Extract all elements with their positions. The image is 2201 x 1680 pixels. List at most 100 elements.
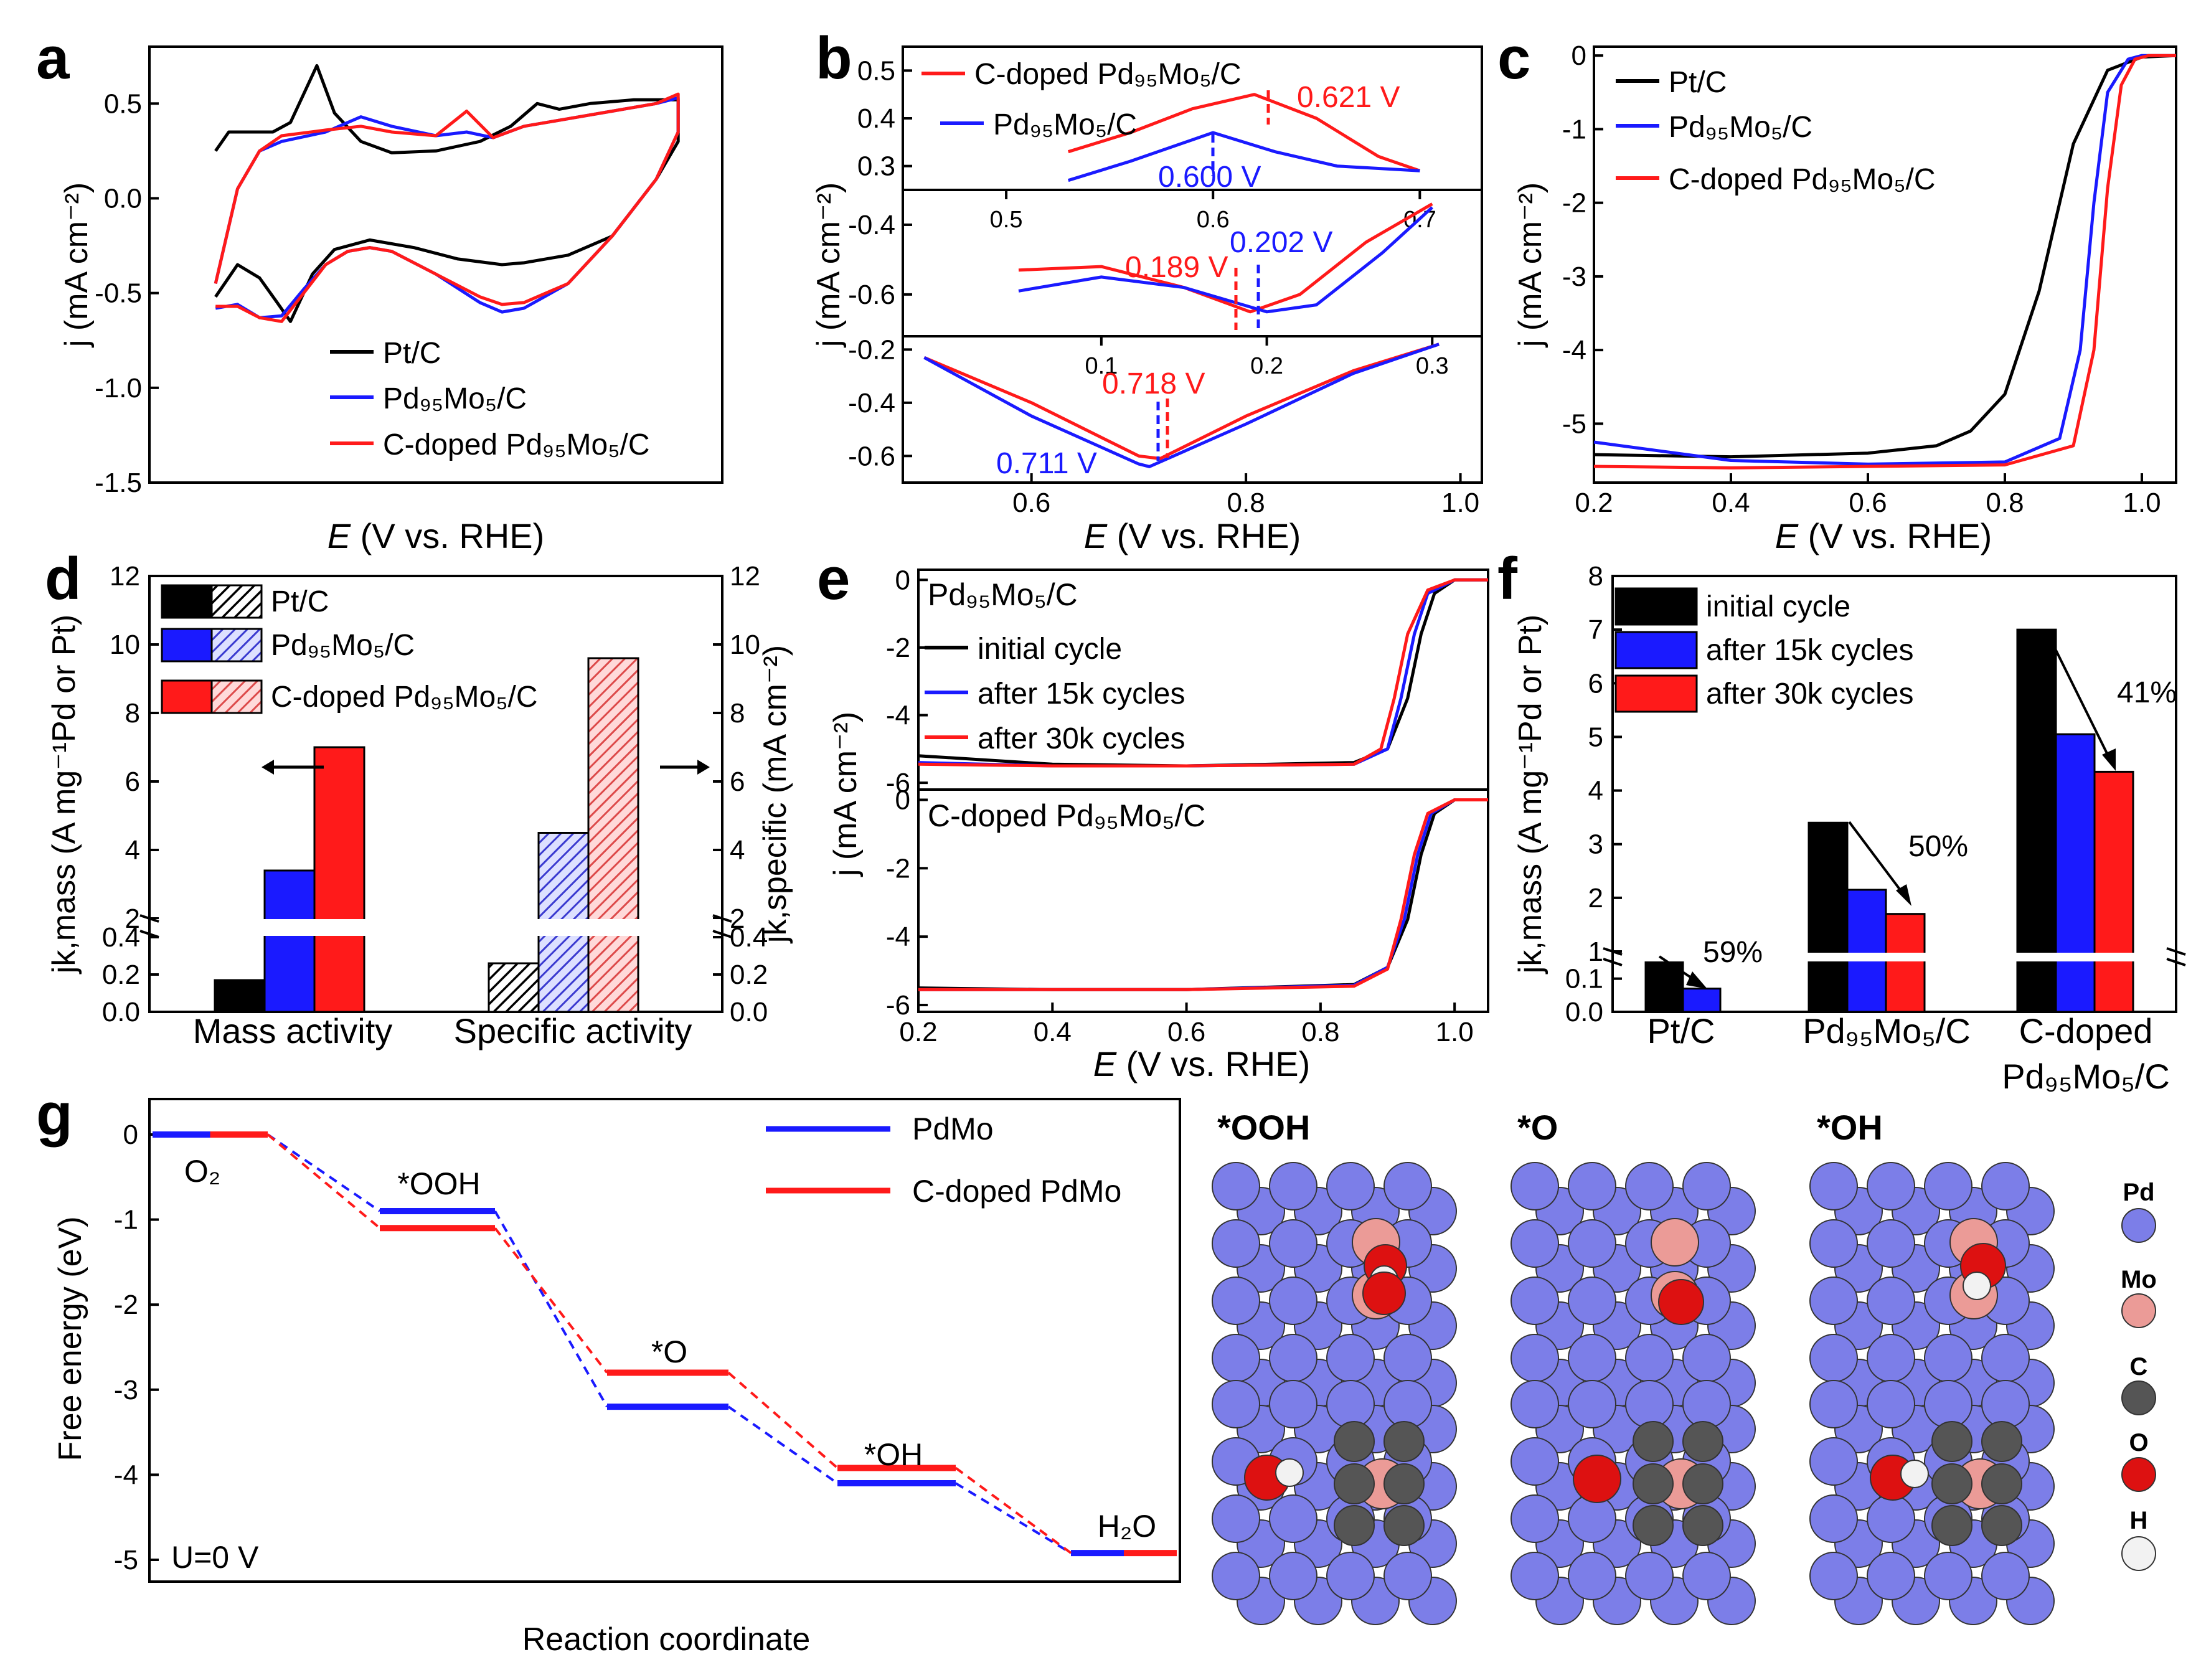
bar — [1885, 913, 1926, 1013]
legend-label-pdmo: Pd₉₅Mo₅/C — [383, 382, 527, 415]
energy-connector — [954, 1482, 1072, 1554]
legend-swatch-pdmo-hatched — [210, 628, 263, 663]
x-axis-label: E (V vs. RHE) — [1775, 516, 1992, 555]
annotation-peak: 0.202 V — [1230, 226, 1332, 259]
peak-series-line — [1018, 206, 1433, 314]
x-axis-label: E (V vs. RHE) — [1084, 516, 1301, 555]
legend: Pt/C Pd₉₅Mo₅/C C-doped Pd₉₅Mo₅/C — [330, 337, 650, 461]
y-tick-label: 6 — [1588, 668, 1603, 699]
element-key-atom — [2121, 1208, 2156, 1243]
c-atom — [1334, 1421, 1375, 1462]
y-tick-label: -1.5 — [95, 468, 142, 498]
plot-frame — [148, 575, 723, 1013]
legend-label-15k: after 15k cycles — [1706, 634, 1913, 667]
bar — [488, 962, 540, 1013]
annotation-peak: 0.621 V — [1297, 81, 1400, 114]
panel-g: g 0 -1 -2 -3 -4 -5 O₂ *OOH *O *OH H₂O U=0 V P… — [36, 1081, 1181, 1658]
y2-tick-label: 6 — [730, 767, 745, 797]
arrow-right-head — [697, 760, 710, 775]
pd-atom — [1568, 1277, 1616, 1325]
orr-series-line — [1593, 54, 2176, 470]
y2-tick-label: 4 — [730, 835, 745, 866]
annotation-peak: 0.189 V — [1125, 251, 1228, 284]
annotation-peak: 0.711 V — [996, 447, 1097, 480]
y-tick-label: 0.4 — [857, 103, 895, 134]
y-tick-label: 0.0 — [104, 183, 142, 214]
c-atom — [1633, 1421, 1674, 1462]
legend-swatch-cdoped-solid — [161, 679, 213, 714]
panel-b: b 0.30.40.50.5 0.6 0.7-0.6-0.40.1 0.2 0.3-0.… — [811, 25, 1483, 555]
x-tick-label: 0.8 — [1301, 1017, 1339, 1047]
energy-connector — [266, 1133, 381, 1229]
y2-tick-label: 8 — [730, 698, 745, 729]
y-tick-label: 2 — [1588, 883, 1603, 913]
y-axis-label: j (mA cm⁻²) — [811, 182, 847, 348]
c-atom — [1633, 1505, 1674, 1546]
pd-atom — [1625, 1162, 1674, 1210]
x-tick-label: 1.0 — [1441, 488, 1479, 518]
state-label-o: *O — [651, 1334, 687, 1369]
legend-label-cdoped: C-doped Pd₉₅Mo₅/C — [383, 428, 650, 461]
element-key-atom — [2121, 1457, 2156, 1492]
c-atom — [1981, 1505, 2022, 1546]
y-tick-label: -4 — [114, 1460, 138, 1490]
legend-label-pdmo: Pd₉₅Mo₅/C — [271, 629, 415, 662]
x-axis-label-symbol: E — [1084, 516, 1108, 555]
x-tick-label: 1.0 — [1436, 1017, 1474, 1047]
bar — [1644, 954, 1684, 1013]
pd-atom — [1809, 1277, 1858, 1325]
plot-frame — [902, 45, 1483, 484]
c-atom — [1682, 1421, 1723, 1462]
axis-break-mark — [2166, 947, 2186, 966]
y-axis-label: jk,mass (A mg⁻¹Pd or Pt) — [1512, 615, 1548, 974]
pd-atom — [1981, 1334, 2030, 1382]
axis-ticks: 0.2 0.4 0.6 0.8 1.0 0 0 -2 -2 -4 -4 -6 -6 — [886, 565, 1474, 1047]
y-tick-label: -1 — [1562, 114, 1586, 144]
pd-atom — [1568, 1162, 1616, 1210]
y-tick-label: 0.0 — [102, 997, 140, 1027]
category-label: C-doped — [2019, 1011, 2153, 1050]
x-tick-label: 0.6 — [1012, 488, 1050, 518]
pd-atom — [1809, 1437, 1858, 1486]
peak-series-line — [1067, 93, 1421, 172]
pd-atom — [1867, 1162, 1915, 1210]
pd-atom — [1326, 1162, 1375, 1210]
x-tick-label: 0.2 — [899, 1017, 937, 1047]
legend-label-cdoped: C-doped Pd₉₅Mo₅/C — [1669, 163, 1936, 196]
pd-atom — [1867, 1380, 1915, 1428]
decay-arrows — [1658, 635, 2116, 989]
arrow-head — [1686, 971, 1707, 989]
pd-atom — [1212, 1494, 1260, 1543]
orr-series-line — [1593, 54, 2177, 459]
legend-label-30k: after 30k cycles — [1706, 677, 1913, 710]
y-tick-label: 6 — [125, 767, 140, 797]
bar — [587, 657, 639, 1013]
x-axis-label-unit: (V vs. RHE) — [1107, 516, 1301, 555]
legend-label-pdmo: Pd₉₅Mo₅/C — [993, 108, 1137, 141]
y-tick-label: -5 — [1562, 408, 1586, 439]
x-tick-label: 0.2 — [1250, 353, 1283, 379]
bar — [313, 746, 365, 1013]
element-label-pd: Pd — [2123, 1179, 2154, 1206]
peak-series-line — [1067, 131, 1420, 182]
x-axis-label-symbol: E — [328, 516, 351, 555]
stability-series-line — [918, 578, 1488, 768]
pd-atom — [1924, 1162, 1972, 1210]
o-atom — [1362, 1272, 1406, 1315]
legend-swatch-cdoped-hatched — [210, 679, 263, 714]
pd-atom — [1682, 1380, 1731, 1428]
axis-break-mark — [1603, 947, 1623, 966]
pd-atom — [1924, 1380, 1972, 1428]
subplot-title: Pd₉₅Mo₅/C — [928, 577, 1078, 612]
pd-atom — [1924, 1552, 1972, 1600]
axis-break-mark — [712, 914, 732, 938]
legend-label-pt: Pt/C — [383, 337, 441, 370]
pd-atom — [1682, 1162, 1731, 1210]
legend-label-initial: initial cycle — [1706, 590, 1850, 623]
annotation-percent: 50% — [1908, 830, 1968, 863]
axis-ticks: 0.30.40.50.5 0.6 0.7-0.6-0.40.1 0.2 0.3-0.6-… — [848, 55, 1479, 518]
legend-label-pt: Pt/C — [271, 585, 329, 618]
pd-atom — [1269, 1334, 1317, 1382]
c-atom — [1334, 1463, 1375, 1504]
